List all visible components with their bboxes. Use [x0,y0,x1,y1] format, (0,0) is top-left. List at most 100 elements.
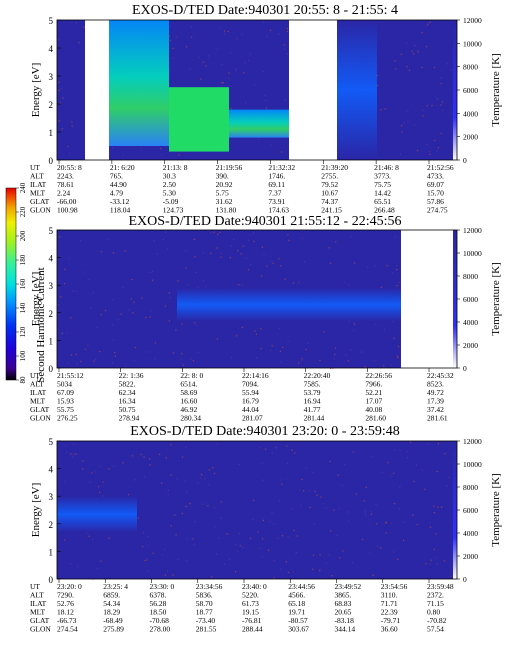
speckle [254,84,256,86]
y-right-tick-label: 8000 [463,63,478,72]
y-right-tick-label: 10000 [463,460,482,469]
speckle [334,353,336,356]
speckle [223,33,226,35]
speckle [256,356,258,359]
speckle [273,522,275,525]
y-right-axis-label: Temperature [K] [490,262,502,335]
speckle [198,56,200,59]
speckle [271,345,273,347]
speckle [337,474,339,476]
speckle [58,89,60,91]
table-cell: 20.92 [216,180,233,189]
speckle [128,309,130,311]
colorbar-tick-label: 200 [19,230,27,241]
speckle [69,153,71,155]
speckle [161,554,164,556]
speckle [271,452,273,454]
y-tick-label: 3 [49,281,54,291]
speckle [122,153,124,156]
speckle [60,87,62,89]
y-right-tick-label: 2000 [463,341,478,350]
speckle [65,445,67,447]
speckle [172,352,175,354]
speckle [161,154,163,156]
speckle [422,109,424,111]
table-cell: 49.72 [427,388,444,397]
speckle [280,265,282,267]
speckle [399,486,401,489]
speckle [215,553,218,555]
speckle [433,505,435,507]
speckle [278,327,281,329]
speckle [149,464,151,466]
speckle [385,521,387,523]
speckle [122,462,124,464]
y-tick-label: 0 [49,156,54,166]
speckle [427,23,429,25]
table-cell: -33.12 [110,197,130,206]
table-cell: 68.83 [335,599,352,608]
speckle [222,82,224,84]
table-cell: 23:30: 0 [150,582,175,591]
colorbar-label: Second Harmonic Current [35,267,47,382]
speckle [197,352,199,354]
table-cell: 124.73 [163,206,184,215]
speckle [343,281,345,283]
speckle [192,538,194,540]
speckle [186,491,188,494]
speckle [73,443,75,446]
panel-title: EXOS-D/TED Date:940301 23:20: 0 - 23:59:… [130,424,399,439]
speckle [333,358,335,360]
speckle [140,453,142,456]
table-cell: 17.07 [365,397,382,406]
y-tick-label: 3 [49,72,54,82]
speckle [148,458,151,460]
speckle [384,108,386,110]
speckle [221,82,223,84]
speckle [426,24,429,27]
speckle [192,238,195,240]
table-cell: 19.71 [288,608,305,617]
speckle [393,472,395,474]
table-cell: 5836. [196,591,213,600]
speckle [69,562,72,565]
speckle [284,278,286,280]
speckle [94,471,96,473]
panel-title: EXOS-D/TED Date:940301 20:55: 8 - 21:55:… [132,3,398,18]
speckle [67,362,69,364]
speckle [167,489,170,492]
speckle [168,292,171,294]
speckle [316,494,318,496]
speckle [399,450,401,452]
speckle [261,463,263,465]
table-row-label: ALT [30,380,44,389]
speckle [149,271,151,273]
speckle [360,351,362,353]
speckle [92,538,94,540]
speckle [88,535,90,537]
y-tick-label: 1 [49,128,54,138]
speckle [159,453,161,456]
speckle [97,486,100,488]
table-cell: 10.67 [321,189,338,198]
table-row-label: GLAT [30,616,50,625]
speckle [435,557,437,559]
speckle [168,320,171,322]
speckle [180,358,182,360]
speckle [441,101,444,103]
speckle [96,326,98,329]
speckle [412,53,415,55]
table-cell: 22:20:40 [304,371,331,380]
speckle [377,545,379,547]
speckle [148,351,150,353]
table-cell: 21:39:20 [321,163,348,172]
table-row-label: GLON [30,414,51,423]
speckle [443,560,445,562]
table-cell: 23:20: 0 [57,582,82,591]
speckle [84,271,86,273]
speckle [175,534,177,536]
speckle [253,240,255,243]
speckle [408,69,411,71]
speckle [323,502,325,504]
speckle [150,310,152,312]
